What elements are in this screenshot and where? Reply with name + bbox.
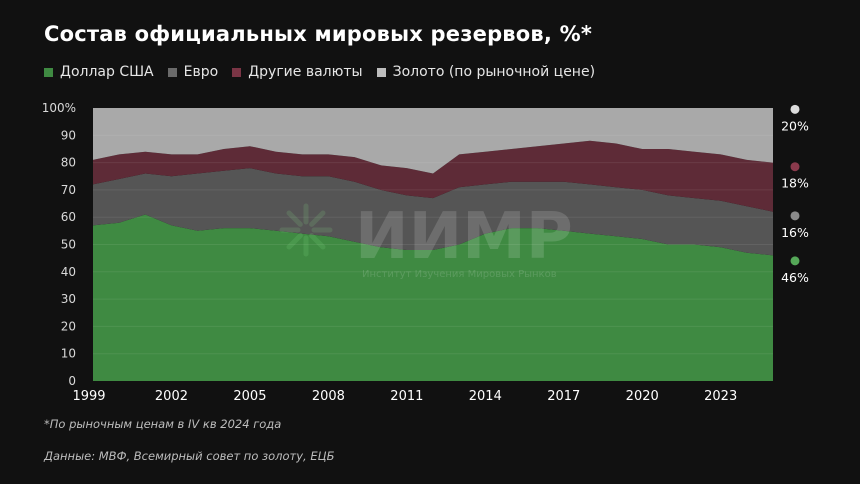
legend-swatch-gold: [376, 67, 386, 77]
y-tick-label-70: 70: [61, 183, 76, 197]
area-other: [93, 140, 773, 212]
y-tick-label-50: 50: [61, 238, 76, 252]
x-tick-label-2008: 2008: [312, 389, 345, 404]
x-tick-label-2023: 2023: [704, 389, 737, 404]
y-tick-label-60: 60: [61, 210, 76, 224]
legend-label-other: Другие валюты: [248, 64, 363, 80]
end-dot-3: [790, 256, 800, 266]
watermark-logo: [279, 203, 333, 257]
watermark-logo-ray: [309, 233, 326, 250]
watermark-subtitle: Институт Изучения Мировых Рынков: [362, 269, 557, 280]
area-eur: [93, 168, 773, 256]
legend-item-eur: Евро: [167, 64, 219, 80]
legend-label-usd: Доллар США: [60, 64, 154, 80]
x-tick-label-2005: 2005: [233, 389, 266, 404]
end-dot-2: [790, 211, 800, 221]
end-label-0: 20%: [781, 118, 809, 133]
legend-label-eur: Евро: [183, 64, 219, 80]
y-tick-label-0: 0: [68, 374, 76, 388]
y-tick-label-10: 10: [61, 347, 76, 361]
y-tick-label-30: 30: [61, 292, 76, 306]
y-tick-label-90: 90: [61, 128, 76, 142]
legend: Доллар США Евро Другие валюты Золото (по…: [44, 64, 595, 80]
x-tick-label-2020: 2020: [626, 389, 659, 404]
end-label-3: 46%: [781, 270, 809, 285]
y-tick-label-40: 40: [61, 265, 76, 279]
x-tick-label-2011: 2011: [390, 389, 423, 404]
area-gold: [93, 108, 773, 174]
footnote: *По рыночным ценам в IV кв 2024 года: [44, 417, 282, 431]
legend-item-other: Другие валюты: [232, 64, 363, 80]
watermark-logo-ray: [286, 210, 303, 227]
legend-item-usd: Доллар США: [44, 64, 154, 80]
watermark-logo-ray: [286, 233, 303, 250]
area-usd: [93, 214, 773, 381]
y-tick-label-20: 20: [61, 319, 76, 333]
legend-swatch-usd: [44, 67, 53, 77]
chart-title: Состав официальных мировых резервов, %*: [44, 22, 593, 46]
legend-item-gold: Золото (по рыночной цене): [376, 64, 596, 80]
watermark-text: ИИМР: [355, 200, 573, 274]
x-tick-label-2002: 2002: [155, 389, 188, 404]
source-note: Данные: МВФ, Всемирный совет по золоту, …: [44, 449, 335, 463]
x-tick-label-2014: 2014: [469, 389, 502, 404]
end-dot-1: [790, 162, 800, 172]
legend-swatch-eur: [167, 67, 177, 77]
y-tick-label-100: 100%: [42, 101, 76, 115]
end-label-1: 18%: [781, 176, 809, 191]
x-tick-label-1999: 1999: [72, 389, 105, 404]
x-tick-label-2017: 2017: [547, 389, 580, 404]
end-dot-0: [790, 104, 800, 114]
legend-swatch-other: [232, 67, 242, 77]
y-tick-label-80: 80: [61, 156, 76, 170]
watermark-logo-ray: [309, 210, 326, 227]
legend-label-gold: Золото (по рыночной цене): [392, 64, 596, 80]
end-label-2: 16%: [781, 225, 809, 240]
